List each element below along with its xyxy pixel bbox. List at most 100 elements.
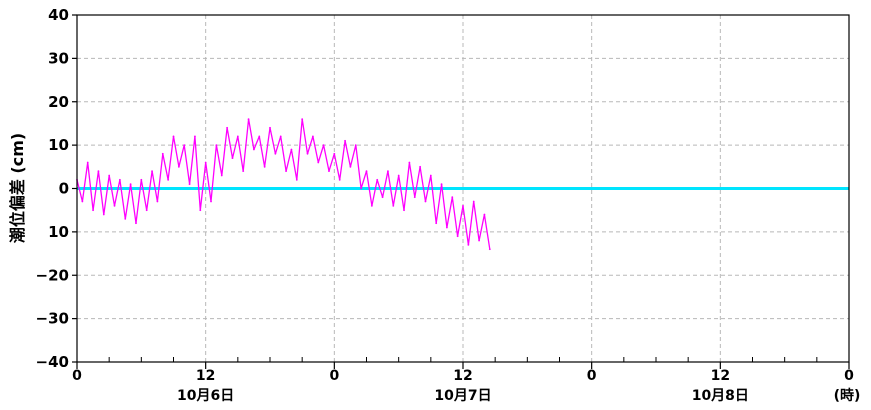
data-point: [365, 170, 368, 173]
data-point: [279, 135, 282, 138]
data-point: [338, 178, 341, 181]
data-point: [188, 183, 191, 186]
x-tick-label: 0: [329, 368, 339, 384]
data-point: [151, 170, 153, 173]
data-point: [108, 174, 111, 177]
data-point: [269, 126, 271, 129]
data-point: [333, 152, 336, 155]
data-point: [210, 200, 212, 203]
data-point: [215, 144, 218, 147]
data-point: [161, 152, 164, 155]
data-point: [86, 161, 89, 164]
date-label: 10月6日: [177, 388, 234, 404]
data-point: [236, 135, 239, 138]
y-tick-label: 40: [48, 6, 69, 24]
data-point: [467, 243, 470, 246]
data-point: [172, 135, 175, 138]
data-point: [344, 139, 346, 142]
data-point: [183, 144, 186, 147]
data-point: [220, 174, 223, 177]
data-point: [472, 200, 475, 203]
data-point: [124, 217, 127, 220]
data-point: [118, 178, 121, 181]
data-point: [451, 196, 454, 199]
data-point: [274, 152, 277, 155]
data-point: [167, 178, 170, 181]
y-axis-label: 潮位偏差 (cm): [8, 133, 27, 243]
data-point: [258, 135, 261, 138]
data-point: [226, 126, 229, 129]
y-tick-label: 20: [48, 93, 69, 111]
data-point: [199, 209, 202, 212]
data-point: [440, 183, 443, 186]
data-point: [306, 152, 309, 155]
data-point: [253, 148, 255, 151]
data-point: [290, 148, 293, 151]
tide-deviation-series-line: [76, 118, 491, 250]
date-label: 10月8日: [692, 388, 749, 404]
series-layer: [76, 118, 491, 251]
y-tick-label: 30: [48, 49, 69, 67]
data-point: [360, 187, 363, 190]
data-point: [92, 209, 94, 212]
data-point: [435, 222, 438, 225]
data-point: [102, 213, 105, 216]
data-point: [381, 196, 384, 199]
data-point: [301, 118, 304, 120]
data-point: [328, 170, 330, 173]
data-point: [392, 204, 395, 207]
data-point: [135, 222, 137, 225]
x-tick-label: 12: [711, 368, 730, 384]
data-point: [204, 161, 207, 164]
data-point: [354, 144, 357, 147]
data-point: [194, 135, 196, 138]
data-point: [429, 174, 432, 177]
data-point: [113, 204, 116, 207]
data-point: [231, 157, 234, 160]
y-tick-label: −30: [36, 310, 69, 328]
data-point: [177, 165, 180, 168]
x-tick-label: 0: [844, 368, 854, 384]
tick-layer: [72, 14, 850, 369]
data-point: [263, 165, 266, 168]
data-point: [424, 200, 427, 203]
x-tick-label: 12: [196, 368, 215, 384]
data-point: [488, 248, 491, 251]
data-point: [322, 144, 325, 147]
data-point: [397, 174, 400, 177]
x-tick-label: 12: [453, 368, 472, 384]
data-point: [387, 170, 389, 173]
y-tick-label: −20: [36, 266, 69, 284]
x-tick-label: 0: [72, 368, 82, 384]
data-point: [311, 135, 314, 138]
data-point: [156, 200, 159, 203]
data-point: [478, 239, 480, 242]
data-point: [295, 178, 298, 181]
data-point: [242, 170, 245, 173]
y-tick-label: 10: [48, 136, 69, 154]
data-point: [413, 196, 416, 199]
data-point: [462, 204, 464, 207]
data-point: [408, 161, 411, 164]
data-point: [81, 200, 84, 203]
data-point: [446, 226, 448, 229]
data-point: [247, 118, 250, 120]
x-axis-unit-label: (時): [834, 387, 861, 404]
data-point: [419, 165, 422, 168]
data-point: [285, 170, 287, 173]
data-point: [97, 170, 100, 173]
data-point: [349, 165, 352, 168]
data-point: [317, 161, 320, 164]
y-tick-label: 0: [59, 180, 69, 198]
date-label: 10月7日: [434, 388, 491, 404]
y-tick-label: −40: [36, 353, 69, 371]
data-point: [145, 209, 148, 212]
data-point: [456, 235, 459, 238]
data-point: [129, 183, 132, 186]
data-point: [403, 209, 405, 212]
data-point: [376, 178, 379, 181]
data-point: [370, 204, 373, 207]
label-layer: −40 −30 −20 10 0 10 20 30 40 0 12 0 12 0 12 0 10月6日 10月7日…: [36, 6, 855, 404]
